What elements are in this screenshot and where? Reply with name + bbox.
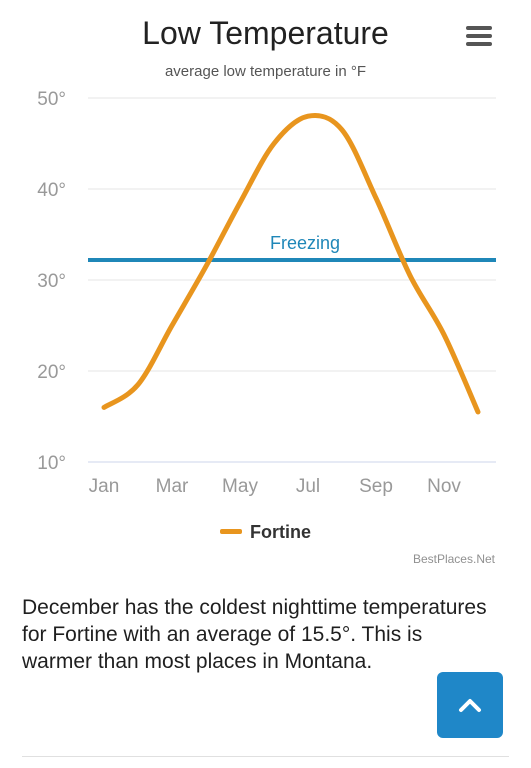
chart-subtitle: average low temperature in °F xyxy=(164,63,367,80)
low-temperature-chart: 10° 20° 30° 40° 50° Jan Mar May Jul Sep Nov Freezin… xyxy=(37,89,496,497)
x-tick-label: Mar xyxy=(156,476,189,497)
y-tick-label: 50° xyxy=(37,89,66,110)
y-tick-label: 30° xyxy=(37,271,66,292)
series-line-fortine xyxy=(101,112,481,415)
legend-label-fortine: Fortine xyxy=(250,522,311,542)
y-tick-label: 40° xyxy=(37,180,66,201)
x-tick-label: Jan xyxy=(89,476,120,497)
chart-title: Low Temperature xyxy=(142,15,389,51)
freezing-label: Freezing xyxy=(270,233,340,253)
chevron-up-icon xyxy=(459,699,481,712)
y-tick-label: 20° xyxy=(37,362,66,383)
legend-swatch-fortine xyxy=(220,528,242,534)
x-tick-label: May xyxy=(222,476,258,497)
divider xyxy=(22,756,509,757)
hamburger-menu-icon[interactable] xyxy=(466,26,492,46)
credits-link[interactable]: BestPlaces.Net xyxy=(412,552,495,566)
x-tick-label: Nov xyxy=(427,476,461,497)
legend[interactable]: Fortine xyxy=(0,522,531,543)
description-text: December has the coldest nighttime tempe… xyxy=(22,596,487,673)
x-tick-label: Sep xyxy=(359,476,393,497)
scroll-top-button[interactable] xyxy=(437,672,503,738)
x-tick-label: Jul xyxy=(296,476,320,497)
y-tick-label: 10° xyxy=(37,453,66,474)
